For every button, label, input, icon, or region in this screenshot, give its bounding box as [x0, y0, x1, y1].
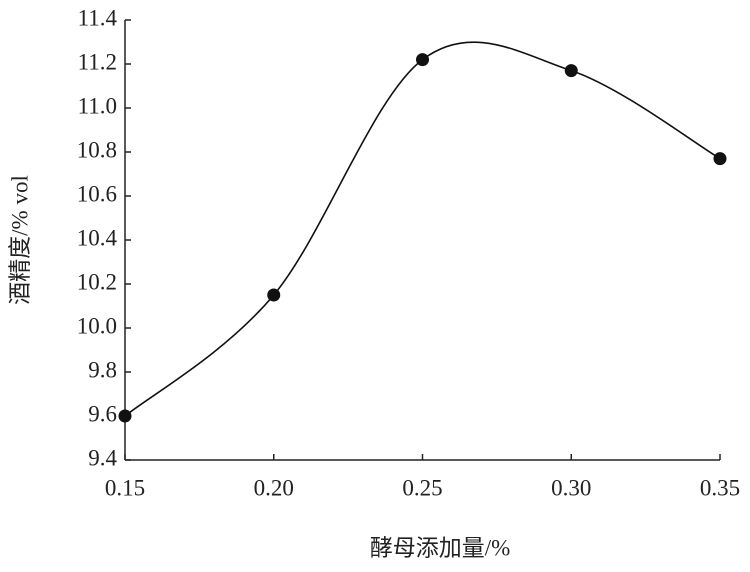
data-line [124, 41, 721, 417]
x-tick-label: 0.35 [700, 475, 740, 500]
data-point [118, 409, 132, 423]
y-tick-label: 11.2 [78, 49, 117, 74]
y-tick-label: 9.4 [88, 445, 117, 470]
y-tick-label: 10.6 [77, 181, 117, 206]
x-tick-label: 0.15 [105, 475, 145, 500]
y-tick-label: 9.6 [88, 401, 117, 426]
y-tick-label: 11.0 [78, 93, 117, 118]
y-tick-label: 10.2 [77, 269, 117, 294]
y-tick-label: 10.4 [77, 225, 118, 250]
data-point [564, 64, 578, 78]
x-tick-label: 0.25 [402, 475, 442, 500]
y-tick-label: 10.0 [77, 313, 117, 338]
y-tick-label: 10.8 [77, 137, 117, 162]
x-axis-label: 酵母添加量/% [370, 535, 511, 560]
y-tick-label: 9.8 [88, 357, 117, 382]
data-point [416, 53, 429, 67]
x-tick-label: 0.20 [254, 475, 294, 500]
y-tick-label: 11.4 [78, 5, 118, 30]
x-tick-label: 0.30 [551, 475, 591, 500]
data-point [713, 152, 727, 166]
y-axis-label: 酒精度/% vol [7, 175, 32, 305]
data-point [267, 288, 281, 302]
